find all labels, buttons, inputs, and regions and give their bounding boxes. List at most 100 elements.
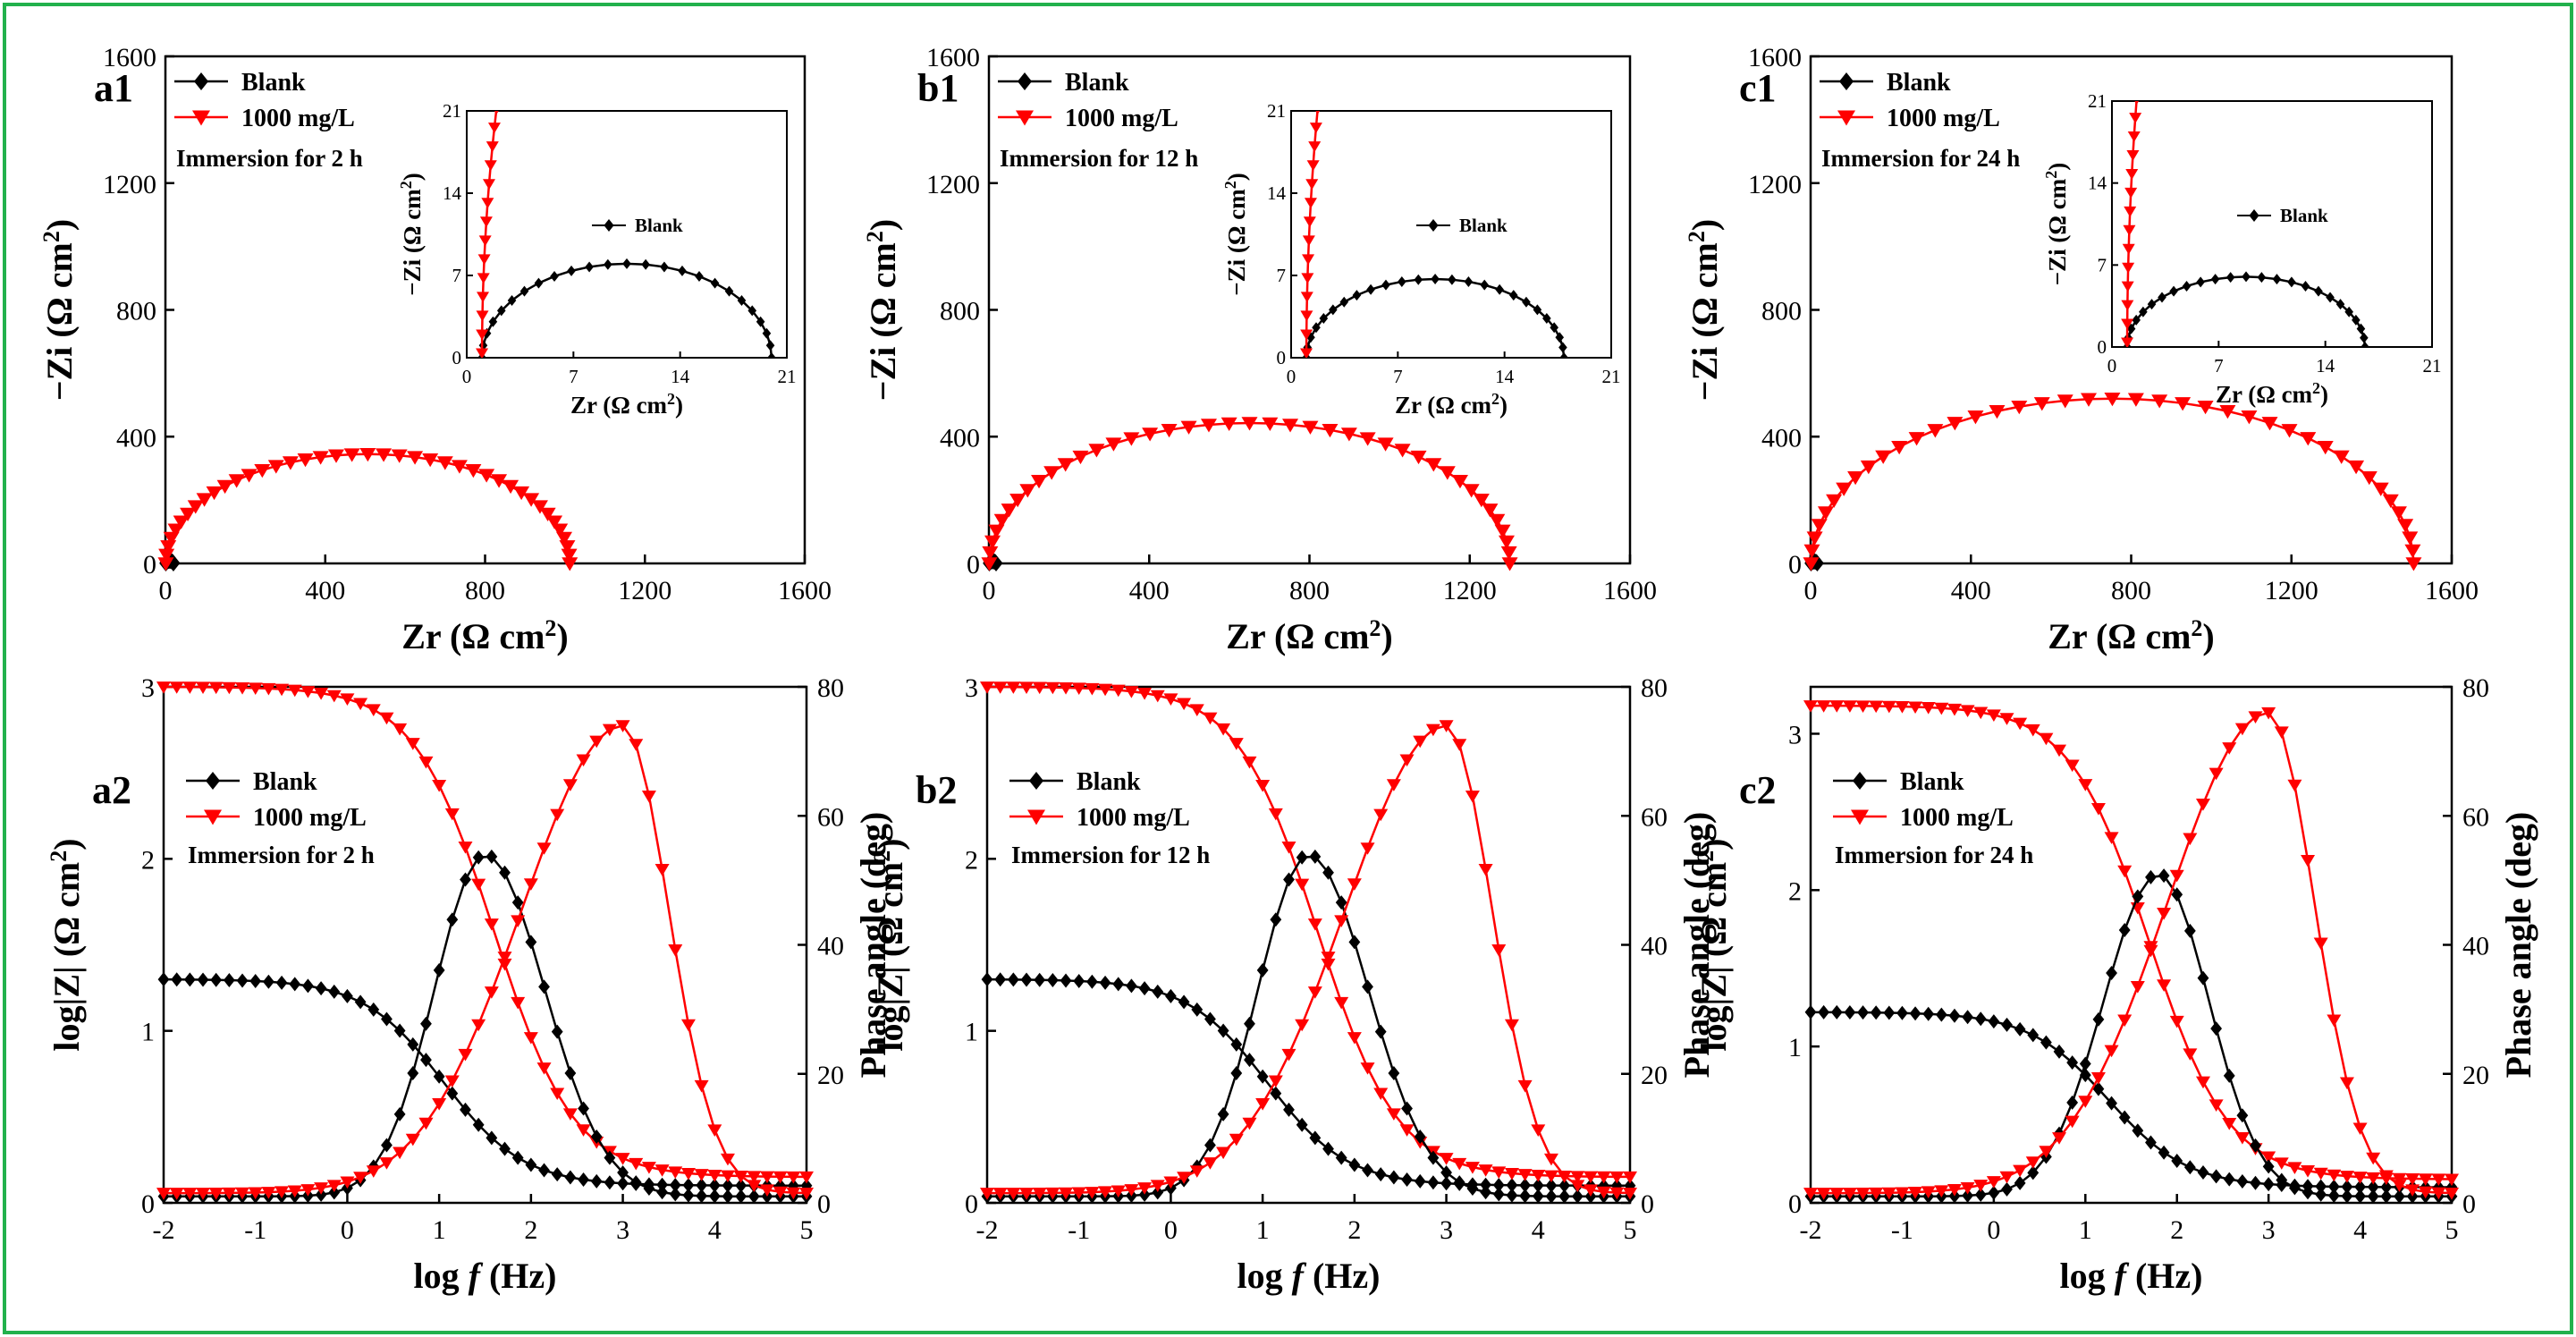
data-point: [1359, 432, 1376, 446]
data-point: [1504, 1167, 1519, 1180]
data-point: [488, 316, 498, 327]
data-point: [1413, 735, 1428, 749]
y-tick-label: 1200: [1748, 170, 1802, 199]
data-point: [1020, 972, 1033, 987]
data-point: [511, 996, 526, 1010]
data-point: [1123, 432, 1140, 446]
data-point: [1300, 329, 1313, 341]
data-point: [499, 1141, 511, 1156]
y2-axis-label: Phase angle (deg): [2498, 812, 2538, 1079]
inset-series: [1300, 85, 1568, 358]
data-point: [381, 1138, 393, 1153]
data-point: [1295, 1019, 1310, 1032]
data-point: [1504, 1019, 1519, 1032]
data-point: [680, 1019, 696, 1032]
data-point: [2125, 168, 2139, 180]
data-point: [1489, 513, 1506, 529]
y2-axis-label: Phase angle (deg): [853, 812, 893, 1079]
data-point: [493, 85, 505, 96]
data-point: [1242, 1117, 1257, 1130]
x-tick-label: 1: [2079, 1215, 2092, 1245]
panel-label: a1: [94, 66, 133, 110]
data-point: [2397, 519, 2414, 533]
data-point: [1085, 682, 1100, 696]
x-tick-label: 4: [708, 1215, 722, 1245]
data-point: [1152, 1185, 1164, 1200]
data-point: [1842, 1188, 1857, 1200]
data-point: [1609, 1171, 1625, 1184]
data-point: [1816, 700, 1831, 713]
data-point: [2222, 742, 2237, 755]
data-point: [511, 895, 524, 910]
legend-label: Blank: [1887, 69, 1951, 97]
data-point: [1032, 1188, 1047, 1200]
data-point: [629, 739, 644, 751]
data-point: [2404, 544, 2421, 559]
data-point: [2209, 1099, 2224, 1112]
inset-y-tick-label: 14: [1267, 182, 1287, 204]
data-point: [1855, 700, 1871, 713]
data-point: [1313, 85, 1326, 96]
data-point: [366, 704, 381, 716]
data-point: [326, 690, 342, 703]
x-tick-label: 0: [1164, 1215, 1178, 1245]
data-point: [1300, 292, 1313, 303]
inset-y-axis-label: −Zi (Ω cm2): [397, 173, 426, 296]
data-point: [1217, 1106, 1229, 1121]
data-point: [1322, 423, 1339, 438]
data-point: [1366, 283, 1375, 295]
data-point: [2117, 1014, 2133, 1028]
data-point: [157, 972, 170, 987]
data-point: [1322, 865, 1334, 880]
data-point: [1352, 290, 1362, 301]
data-point: [1303, 216, 1316, 228]
data-point: [2158, 292, 2166, 303]
data-point: [1073, 974, 1085, 989]
data-point: [1242, 756, 1257, 769]
y-axis-label: −Zi (Ω cm2): [862, 219, 904, 401]
data-point: [1301, 273, 1314, 284]
data-point: [1360, 1062, 1375, 1075]
data-point: [391, 449, 408, 463]
data-point: [1295, 878, 1310, 892]
data-point: [2382, 494, 2399, 509]
data-point: [2367, 1189, 2379, 1204]
data-point: [422, 453, 439, 468]
data-point: [472, 850, 485, 865]
y-tick-label: 0: [965, 1189, 978, 1219]
y2-tick-label: 0: [817, 1189, 831, 1219]
data-point: [1377, 437, 1394, 452]
data-point: [1137, 688, 1153, 700]
data-point: [2052, 744, 2067, 757]
data-point: [2078, 1096, 2093, 1108]
data-point: [2013, 1164, 2028, 1178]
x-tick-label: 800: [1289, 576, 1330, 605]
data-point: [2169, 1015, 2184, 1028]
legend-marker: [1018, 72, 1032, 90]
y-tick-label: 1600: [1748, 43, 1802, 72]
data-point: [1816, 1188, 1831, 1200]
data-point: [2248, 711, 2263, 724]
data-point: [1309, 849, 1322, 864]
data-point: [2209, 767, 2224, 781]
data-point: [694, 1169, 709, 1181]
data-point: [1241, 417, 1258, 431]
data-point: [1304, 198, 1317, 209]
data-point: [343, 448, 360, 462]
data-point: [2057, 394, 2073, 409]
data-point: [1362, 1163, 1373, 1178]
data-point: [407, 1066, 419, 1081]
y2-tick-label: 0: [1641, 1189, 1654, 1219]
data-point: [1465, 1162, 1480, 1174]
data-point: [578, 1172, 589, 1188]
data-point: [248, 682, 263, 695]
legend-marker: [1839, 72, 1854, 90]
data-point: [511, 1150, 524, 1165]
data-point: [1071, 1187, 1086, 1200]
data-point: [555, 531, 572, 546]
data-point: [2027, 1028, 2040, 1043]
data-point: [1857, 1005, 1869, 1020]
data-point: [1452, 1157, 1467, 1171]
x-axis-label: log f (Hz): [414, 1256, 557, 1296]
data-point: [655, 1164, 670, 1177]
